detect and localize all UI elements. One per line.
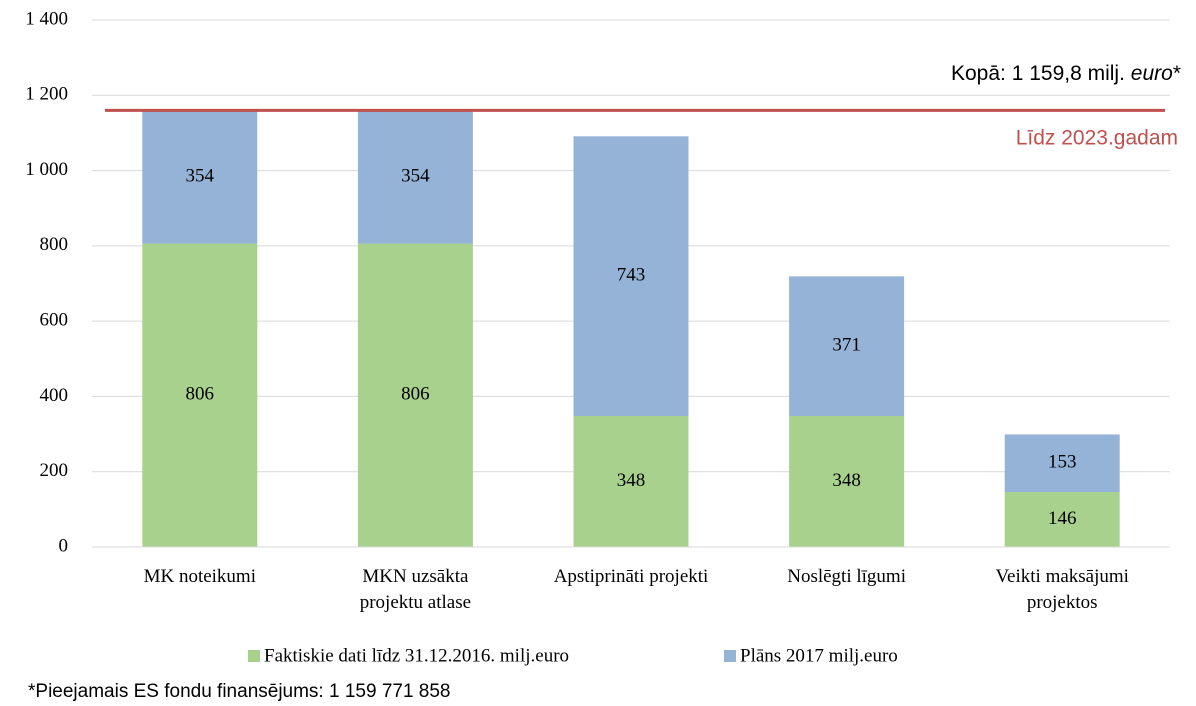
legend-swatch: [724, 650, 736, 662]
x-tick-line: projektos: [1027, 592, 1098, 613]
y-tick-label: 0: [59, 535, 69, 556]
bar-segment: [573, 136, 689, 417]
y-tick-label: 200: [40, 460, 69, 481]
annotation: Kopā: 1 159,8 milj. euro*: [951, 62, 1181, 85]
x-tick-line: MKN uzsākta: [362, 566, 469, 587]
data-label: 806: [401, 384, 430, 405]
bar-segment: [142, 110, 258, 244]
data-label: 354: [401, 165, 430, 186]
data-label: 146: [1048, 508, 1077, 529]
y-tick-label: 800: [40, 234, 69, 255]
annotation-text: Kopā: 1 159,8 milj.: [951, 62, 1131, 85]
bar-segment: [142, 243, 258, 547]
bar-segment: [573, 416, 689, 547]
reference-label: Līdz 2023.gadam: [1016, 127, 1178, 150]
data-label: 153: [1048, 452, 1077, 473]
x-tick-label: Apstiprināti projekti: [554, 566, 709, 587]
x-tick-line: Noslēgti līgumi: [787, 566, 906, 587]
y-tick-label: 600: [40, 310, 69, 331]
data-label: 806: [186, 384, 215, 405]
bar-segment: [789, 416, 905, 547]
bar-segment: [1004, 492, 1120, 547]
x-tick-label: Noslēgti līgumi: [787, 566, 906, 587]
bar-segment: [789, 276, 905, 417]
y-tick-label: 1 400: [25, 8, 68, 29]
data-label: 348: [617, 470, 646, 491]
y-tick-label: 1 000: [25, 159, 68, 180]
annotation-suffix: *: [1173, 62, 1181, 85]
legend-swatch: [248, 650, 260, 662]
legend-label: Plāns 2017 milj.euro: [740, 645, 898, 666]
bar-segment: [1004, 434, 1120, 493]
y-tick-label: 1 200: [25, 84, 68, 105]
y-tick-label: 400: [40, 385, 69, 406]
bar-segment: [357, 243, 473, 547]
data-label: 348: [832, 470, 861, 491]
data-label: 743: [617, 265, 646, 286]
x-tick-label: Veikti maksājumi projektos: [995, 566, 1129, 613]
x-tick-label: MKN uzsākta projektu atlase: [360, 566, 471, 613]
data-label: 371: [832, 335, 861, 356]
x-tick-line: MK noteikumi: [144, 566, 256, 587]
x-tick-line: Apstiprināti projekti: [554, 566, 709, 587]
x-tick-label: MK noteikumi: [144, 566, 256, 587]
x-tick-line: Veikti maksājumi: [995, 566, 1129, 587]
x-tick-line: projektu atlase: [360, 592, 471, 613]
annotation-italic: euro: [1131, 62, 1173, 85]
bar-segment: [357, 110, 473, 244]
footnote: *Pieejamais ES fondu finansējums: 1 159 …: [28, 681, 451, 702]
legend-label: Faktiskie dati līdz 31.12.2016. milj.eur…: [264, 645, 569, 666]
data-label: 354: [186, 165, 215, 186]
